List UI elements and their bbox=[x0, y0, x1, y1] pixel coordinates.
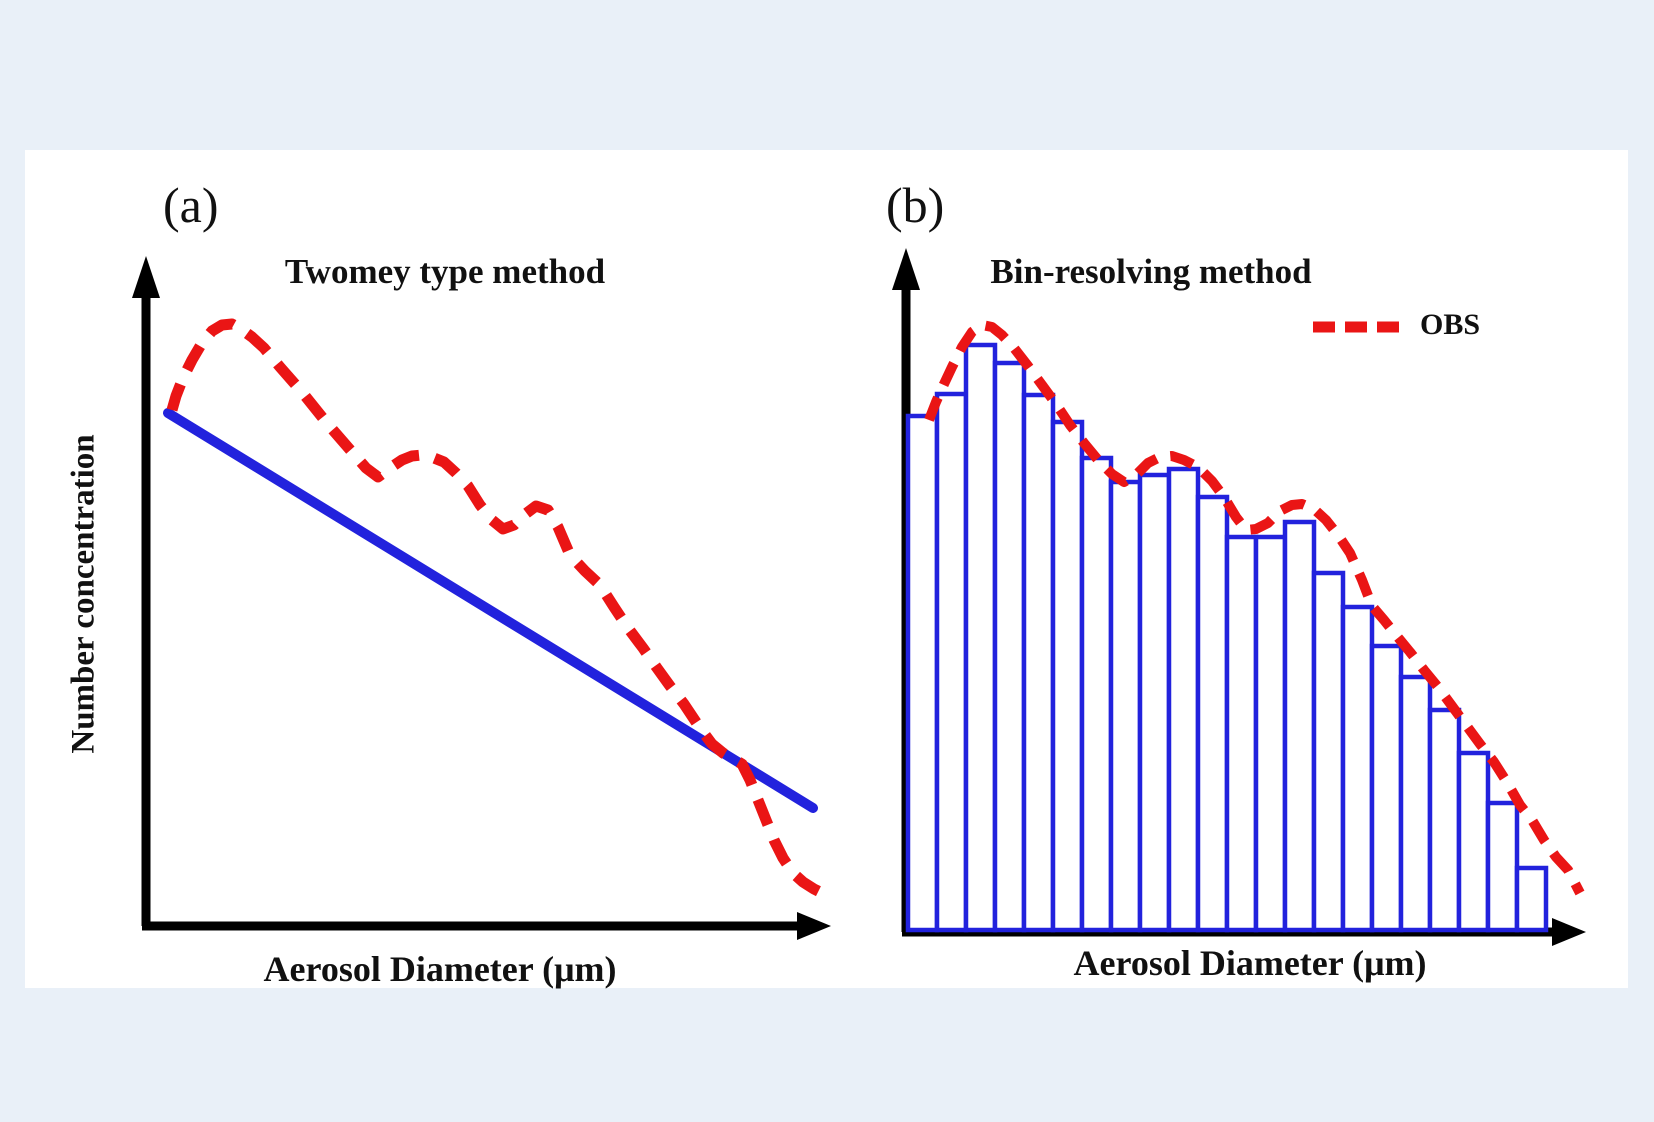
histogram-bar bbox=[1224, 534, 1259, 933]
histogram-bar bbox=[1108, 479, 1143, 933]
histogram-bar bbox=[934, 391, 969, 933]
histogram-bar bbox=[1456, 750, 1491, 933]
histogram-bar bbox=[1514, 865, 1549, 933]
histogram-bar bbox=[1079, 455, 1114, 933]
histogram-bar bbox=[1311, 570, 1346, 933]
panel-a-x-axis-label: Aerosol Diameter (μm) bbox=[263, 949, 617, 989]
histogram-bar bbox=[905, 413, 940, 933]
histogram-bar bbox=[1021, 392, 1056, 933]
histogram-bar bbox=[1398, 674, 1433, 933]
histogram-bar bbox=[1369, 643, 1404, 933]
panel-b-y-axis-arrow bbox=[892, 248, 920, 290]
histogram-bar bbox=[1253, 534, 1288, 933]
histogram-bar bbox=[1485, 800, 1520, 933]
panel-b-index: (b) bbox=[886, 177, 945, 233]
histogram-bar bbox=[1050, 419, 1085, 933]
panel-a-y-axis-label: Number concentration bbox=[65, 434, 102, 754]
panel-a-title: Twomey type method bbox=[284, 252, 606, 291]
histogram-bar bbox=[1195, 494, 1230, 933]
histogram-bar bbox=[1166, 466, 1201, 933]
panel-a-x-axis-arrow bbox=[797, 912, 831, 940]
panel-b-title: Bin-resolving method bbox=[990, 252, 1312, 291]
histogram-bar bbox=[1137, 472, 1172, 933]
histogram-bar bbox=[1340, 604, 1375, 933]
panel-a-y-axis-arrow bbox=[132, 256, 160, 298]
histogram-bar bbox=[1427, 707, 1462, 933]
panel-b-x-axis-arrow bbox=[1552, 918, 1586, 946]
histogram-bar bbox=[963, 342, 998, 933]
panel-a-obs-curve bbox=[166, 318, 832, 902]
panel-a-index: (a) bbox=[163, 177, 219, 233]
legend-obs-label: OBS bbox=[1420, 308, 1481, 341]
panel-b-x-axis-label: Aerosol Diameter (μm) bbox=[1073, 943, 1427, 983]
histogram-bar bbox=[992, 360, 1027, 933]
histogram-bar bbox=[1282, 519, 1317, 933]
